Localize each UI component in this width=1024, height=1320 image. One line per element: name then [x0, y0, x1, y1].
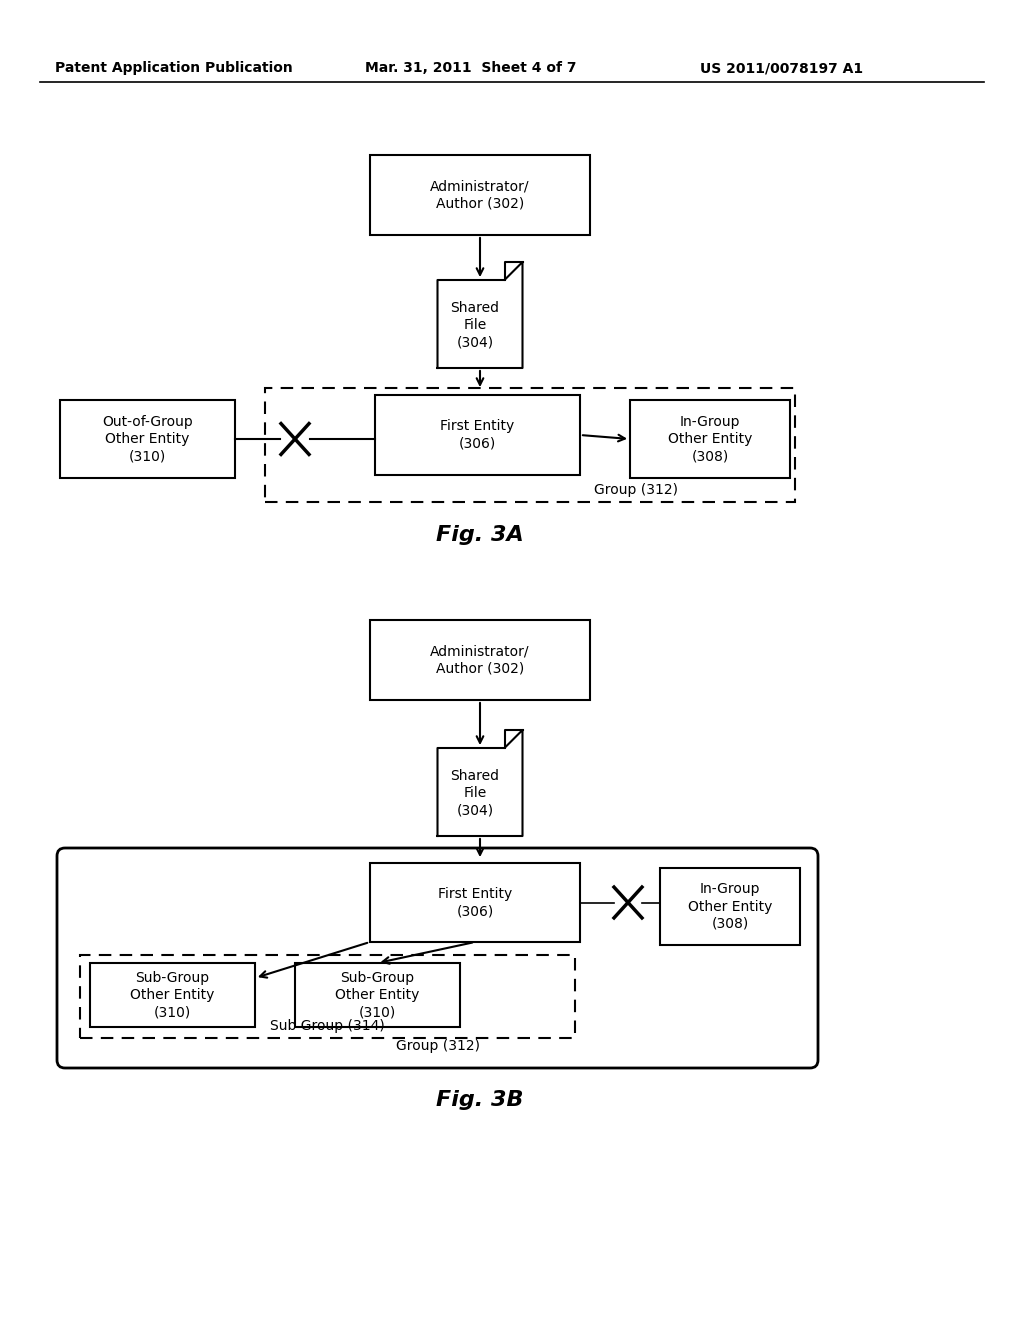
Bar [265, 388, 795, 502]
Bar [660, 869, 800, 945]
Text: Fig. 3B: Fig. 3B [436, 1090, 523, 1110]
Text: Fig. 3A: Fig. 3A [436, 525, 524, 545]
Bar [630, 400, 790, 478]
Bar [375, 395, 580, 475]
Bar [370, 620, 590, 700]
Text: Shared
File
(304): Shared File (304) [451, 301, 500, 350]
Text: In-Group
Other Entity
(308): In-Group Other Entity (308) [668, 414, 753, 463]
Bar [295, 964, 460, 1027]
Text: Administrator/
Author (302): Administrator/ Author (302) [430, 180, 529, 211]
Bar [60, 400, 234, 478]
Bar [90, 964, 255, 1027]
FancyBboxPatch shape [57, 847, 818, 1068]
Text: US 2011/0078197 A1: US 2011/0078197 A1 [700, 61, 863, 75]
Bar [370, 863, 580, 942]
Text: Shared
File
(304): Shared File (304) [451, 768, 500, 817]
Text: Administrator/
Author (302): Administrator/ Author (302) [430, 644, 529, 676]
Text: First Entity
(306): First Entity (306) [438, 887, 512, 919]
Bar [80, 954, 575, 1038]
Polygon shape [437, 730, 522, 836]
Text: Mar. 31, 2011  Sheet 4 of 7: Mar. 31, 2011 Sheet 4 of 7 [365, 61, 577, 75]
Text: Sub-Group
Other Entity
(310): Sub-Group Other Entity (310) [130, 970, 215, 1019]
Text: Out-of-Group
Other Entity
(310): Out-of-Group Other Entity (310) [102, 414, 193, 463]
Bar [370, 154, 590, 235]
Text: Sub-Group
Other Entity
(310): Sub-Group Other Entity (310) [335, 970, 420, 1019]
Text: Group (312): Group (312) [594, 483, 678, 498]
Text: First Entity
(306): First Entity (306) [440, 420, 515, 450]
Text: Patent Application Publication: Patent Application Publication [55, 61, 293, 75]
Text: In-Group
Other Entity
(308): In-Group Other Entity (308) [688, 882, 772, 931]
Text: Sub Group (314): Sub Group (314) [270, 1019, 385, 1034]
Text: Group (312): Group (312) [395, 1039, 479, 1053]
Polygon shape [437, 261, 522, 368]
